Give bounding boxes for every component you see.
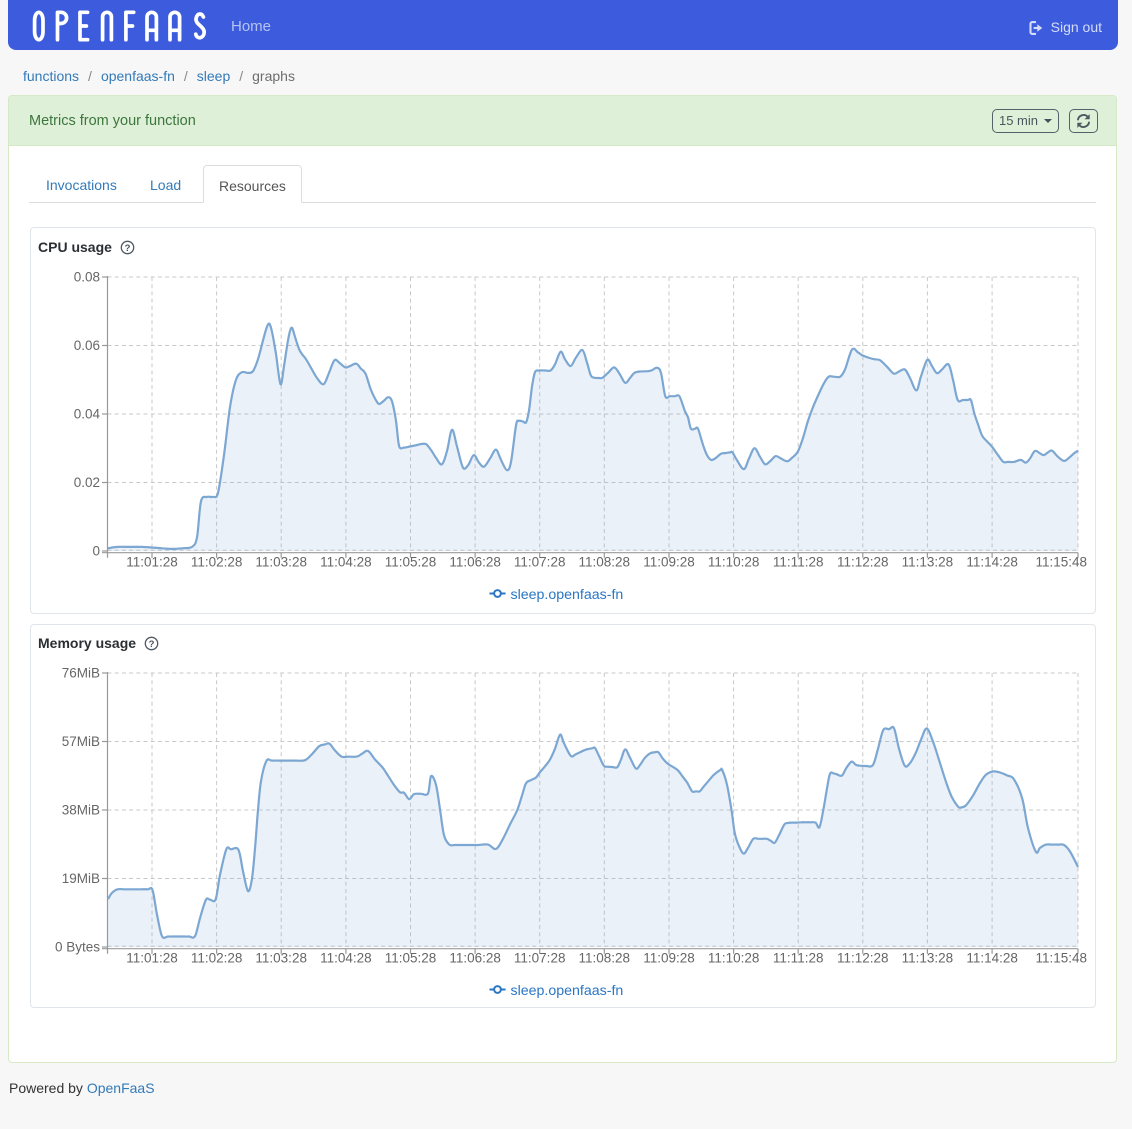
svg-text:76MiB: 76MiB [62,666,100,681]
svg-text:11:08:28: 11:08:28 [579,555,631,570]
svg-text:11:06:28: 11:06:28 [449,555,501,570]
svg-text:11:12:28: 11:12:28 [837,951,889,966]
svg-text:?: ? [149,639,155,650]
svg-text:11:04:28: 11:04:28 [320,555,372,570]
svg-text:11:12:28: 11:12:28 [837,555,889,570]
svg-text:11:02:28: 11:02:28 [191,951,243,966]
svg-text:11:05:28: 11:05:28 [385,951,437,966]
svg-text:11:10:28: 11:10:28 [708,951,760,966]
svg-text:11:05:28: 11:05:28 [385,555,437,570]
svg-text:11:06:28: 11:06:28 [449,951,501,966]
svg-text:19MiB: 19MiB [62,871,100,886]
svg-text:0.02: 0.02 [74,475,100,490]
svg-text:11:14:28: 11:14:28 [966,951,1018,966]
svg-text:sleep.openfaas-fn: sleep.openfaas-fn [511,587,624,603]
svg-text:11:01:28: 11:01:28 [126,951,178,966]
svg-text:11:04:28: 11:04:28 [320,951,372,966]
svg-text:11:11:28: 11:11:28 [773,555,824,570]
svg-text:11:07:28: 11:07:28 [514,555,566,570]
svg-text:11:09:28: 11:09:28 [643,951,695,966]
svg-text:11:02:28: 11:02:28 [191,555,243,570]
svg-text:11:10:28: 11:10:28 [708,555,760,570]
svg-text:11:13:28: 11:13:28 [902,555,954,570]
svg-text:11:07:28: 11:07:28 [514,951,566,966]
svg-text:11:13:28: 11:13:28 [902,951,954,966]
svg-text:57MiB: 57MiB [62,734,100,749]
svg-text:sleep.openfaas-fn: sleep.openfaas-fn [511,983,624,999]
svg-text:11:03:28: 11:03:28 [255,951,307,966]
svg-text:38MiB: 38MiB [62,803,100,818]
svg-text:11:11:28: 11:11:28 [773,951,824,966]
svg-text:0 Bytes: 0 Bytes [55,940,100,955]
svg-text:0.08: 0.08 [74,270,100,285]
svg-text:0.04: 0.04 [74,407,101,422]
svg-text:11:15:48: 11:15:48 [1035,951,1087,966]
svg-text:11:08:28: 11:08:28 [579,951,631,966]
svg-text:11:01:28: 11:01:28 [126,555,178,570]
svg-text:11:15:48: 11:15:48 [1035,555,1087,570]
svg-text:11:14:28: 11:14:28 [966,555,1018,570]
svg-text:0.06: 0.06 [74,338,100,353]
svg-text:11:09:28: 11:09:28 [643,555,695,570]
svg-text:0: 0 [92,544,100,559]
svg-text:?: ? [124,243,130,254]
svg-text:11:03:28: 11:03:28 [255,555,307,570]
